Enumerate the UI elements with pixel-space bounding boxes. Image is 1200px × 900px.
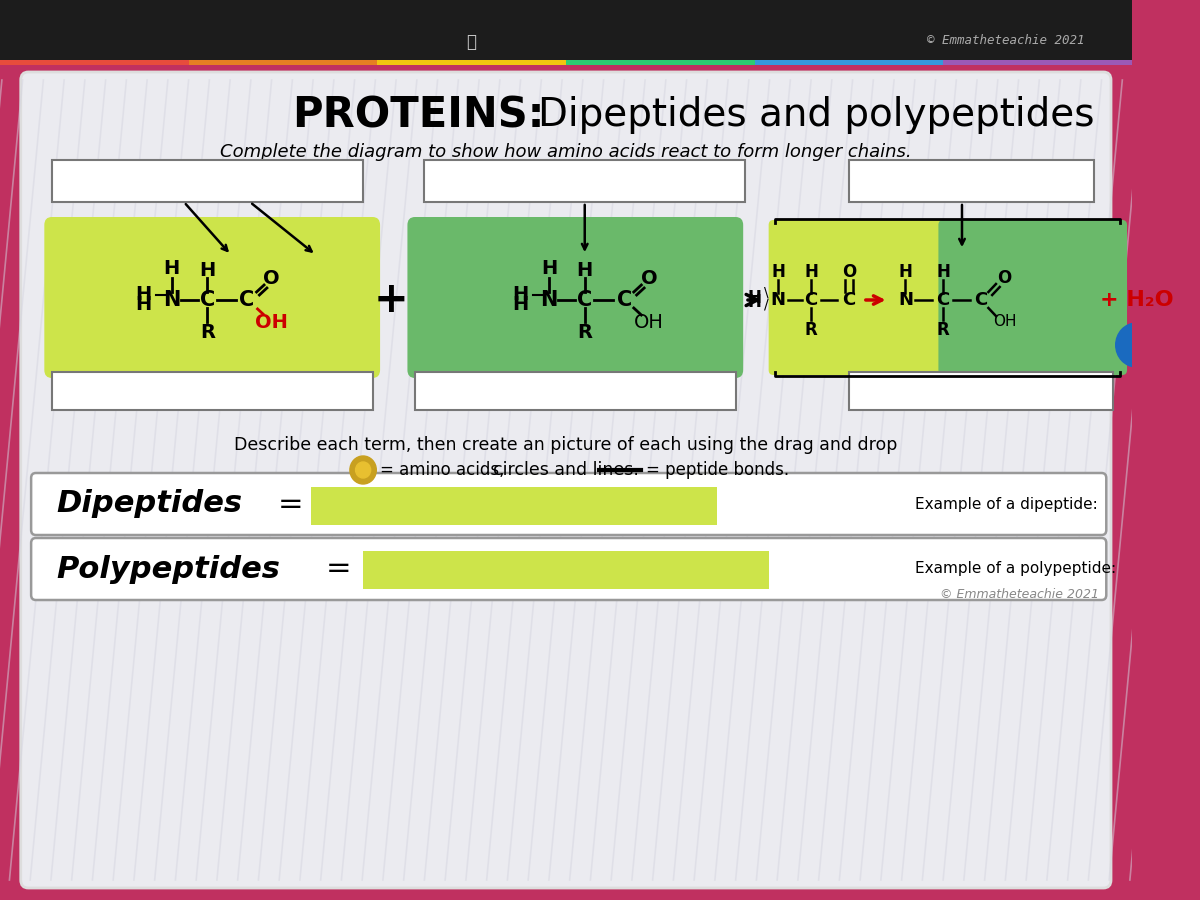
Text: OH: OH bbox=[992, 314, 1016, 329]
Text: C: C bbox=[617, 290, 632, 310]
Text: O: O bbox=[841, 263, 856, 281]
Bar bbox=[425, 160, 745, 202]
Bar bbox=[311, 487, 716, 525]
Bar bbox=[52, 372, 372, 410]
Text: H: H bbox=[136, 285, 151, 304]
Text: = peptide bonds.: = peptide bonds. bbox=[646, 461, 790, 479]
Text: circles and lines.: circles and lines. bbox=[493, 461, 638, 479]
Text: Example of a dipeptide:: Example of a dipeptide: bbox=[914, 497, 1098, 511]
Text: \: \ bbox=[763, 286, 768, 300]
Text: N: N bbox=[163, 290, 180, 310]
Text: Polypeptides: Polypeptides bbox=[56, 554, 281, 583]
FancyBboxPatch shape bbox=[31, 473, 1106, 535]
Text: Example of a polypeptide:: Example of a polypeptide: bbox=[914, 562, 1116, 577]
Text: ⮞: ⮞ bbox=[467, 33, 476, 51]
Bar bbox=[755, 60, 943, 65]
Text: C: C bbox=[804, 291, 817, 309]
Text: C: C bbox=[577, 290, 593, 310]
Text: H: H bbox=[136, 295, 151, 314]
Text: /: / bbox=[763, 298, 768, 312]
Text: Dipeptides and polypeptides: Dipeptides and polypeptides bbox=[538, 96, 1094, 134]
Text: H: H bbox=[163, 258, 180, 277]
Text: © Emmatheteachie 2021: © Emmatheteachie 2021 bbox=[940, 589, 1099, 601]
Text: O: O bbox=[263, 268, 280, 287]
Text: H: H bbox=[541, 258, 557, 277]
Text: H: H bbox=[748, 293, 762, 311]
Text: H: H bbox=[512, 285, 529, 304]
Text: © Emmatheteachie 2021: © Emmatheteachie 2021 bbox=[928, 33, 1085, 47]
FancyBboxPatch shape bbox=[31, 538, 1106, 600]
FancyBboxPatch shape bbox=[20, 72, 1111, 888]
Circle shape bbox=[350, 456, 377, 484]
Text: OH: OH bbox=[256, 312, 288, 331]
Text: H: H bbox=[512, 295, 529, 314]
Text: +: + bbox=[374, 279, 409, 321]
Bar bbox=[188, 60, 377, 65]
Text: H: H bbox=[936, 263, 950, 281]
Text: O: O bbox=[997, 269, 1012, 287]
FancyBboxPatch shape bbox=[769, 220, 953, 375]
Text: OH: OH bbox=[634, 312, 664, 331]
Circle shape bbox=[355, 462, 371, 478]
Text: R: R bbox=[577, 322, 593, 341]
Bar bbox=[848, 160, 1094, 202]
Text: + H₂O: + H₂O bbox=[1099, 290, 1174, 310]
Bar bbox=[848, 372, 1112, 410]
Text: PROTEINS:: PROTEINS: bbox=[293, 94, 545, 136]
Text: N: N bbox=[770, 291, 786, 309]
Bar bbox=[943, 60, 1132, 65]
Text: O: O bbox=[641, 268, 658, 287]
Text: N: N bbox=[898, 291, 913, 309]
FancyBboxPatch shape bbox=[938, 220, 1127, 375]
Bar bbox=[0, 0, 1132, 60]
Text: C: C bbox=[974, 291, 988, 309]
Text: R: R bbox=[200, 322, 215, 341]
Text: R: R bbox=[805, 321, 817, 339]
Text: =: = bbox=[278, 490, 304, 518]
Text: H: H bbox=[772, 263, 785, 281]
Text: C: C bbox=[842, 291, 856, 309]
Text: Complete the diagram to show how amino acids react to form longer chains.: Complete the diagram to show how amino a… bbox=[220, 143, 912, 161]
Bar bbox=[566, 60, 755, 65]
Text: R: R bbox=[937, 321, 949, 339]
Text: C: C bbox=[240, 290, 254, 310]
Bar bbox=[377, 60, 566, 65]
Circle shape bbox=[1116, 323, 1157, 367]
Text: N: N bbox=[540, 290, 558, 310]
Bar bbox=[52, 160, 364, 202]
Text: Describe each term, then create an picture of each using the drag and drop: Describe each term, then create an pictu… bbox=[234, 436, 898, 454]
Text: H: H bbox=[577, 260, 593, 280]
FancyBboxPatch shape bbox=[44, 217, 380, 378]
Text: H: H bbox=[748, 289, 762, 307]
Text: C: C bbox=[200, 290, 215, 310]
Text: H: H bbox=[899, 263, 912, 281]
FancyBboxPatch shape bbox=[408, 217, 743, 378]
Bar bbox=[0, 60, 188, 65]
Text: =: = bbox=[325, 554, 352, 583]
Text: H: H bbox=[804, 263, 818, 281]
Bar bbox=[415, 372, 736, 410]
Text: H: H bbox=[199, 260, 216, 280]
Text: = amino acids,: = amino acids, bbox=[380, 461, 504, 479]
Bar bbox=[364, 551, 769, 589]
Text: Dipeptides: Dipeptides bbox=[56, 490, 242, 518]
Text: C: C bbox=[936, 291, 949, 309]
